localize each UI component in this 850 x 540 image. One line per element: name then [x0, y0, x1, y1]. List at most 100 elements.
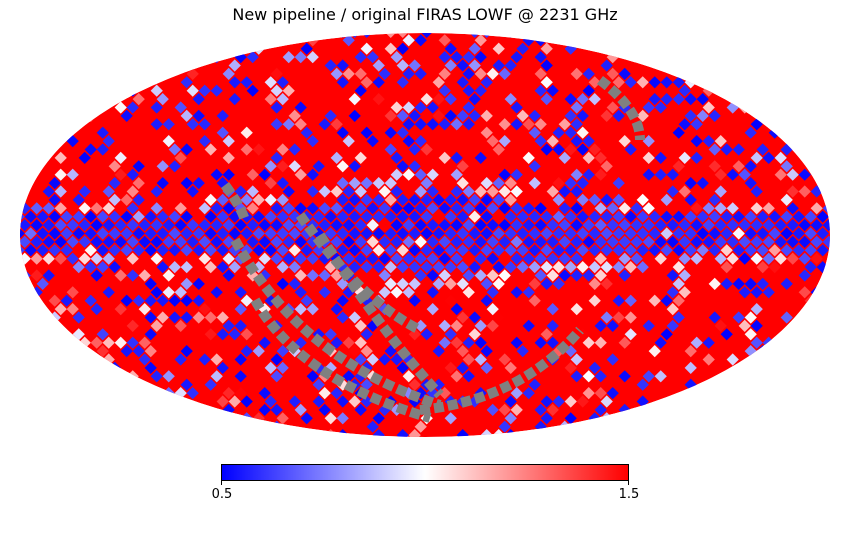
map-pixel — [666, 302, 679, 316]
map-pixel — [222, 151, 235, 165]
map-pixel — [258, 403, 271, 417]
map-pixel — [192, 294, 205, 307]
map-pixel — [330, 269, 343, 282]
map-pixel — [144, 311, 157, 324]
map-pixel — [318, 386, 331, 400]
map-pixel — [150, 84, 163, 97]
map-pixel — [84, 227, 97, 240]
map-pixel — [354, 403, 367, 417]
colorbar-min-tick — [221, 481, 222, 485]
map-pixel — [732, 277, 745, 291]
map-pixel — [552, 260, 565, 274]
map-pixel — [438, 269, 451, 282]
map-pixel — [246, 168, 259, 181]
map-pixel — [456, 277, 469, 291]
map-pixel — [138, 269, 151, 282]
map-pixel — [246, 235, 259, 249]
map-pixel — [390, 353, 403, 366]
map-pixel — [426, 302, 439, 316]
sky-map-pixels — [20, 33, 830, 437]
map-pixel — [414, 185, 427, 198]
map-pixel — [156, 227, 169, 240]
map-pixel — [150, 235, 163, 249]
map-pixel — [576, 260, 589, 274]
map-pixel — [150, 370, 163, 383]
map-pixel — [198, 302, 211, 316]
map-pixel — [294, 302, 307, 316]
map-pixel — [336, 277, 349, 291]
map-pixel — [162, 218, 175, 232]
map-pixel — [270, 370, 283, 383]
map-pixel — [288, 395, 301, 408]
map-pixel — [306, 370, 319, 383]
map-pixel — [312, 395, 325, 408]
map-pixel — [132, 92, 145, 106]
map-pixel — [90, 336, 103, 349]
map-pixel — [216, 244, 229, 257]
map-pixel — [372, 227, 385, 240]
map-pixel — [108, 227, 121, 240]
map-pixel — [564, 361, 577, 375]
map-pixel — [252, 344, 265, 358]
map-pixel — [312, 378, 325, 391]
map-pixel — [324, 412, 337, 425]
map-pixel — [456, 311, 469, 324]
map-pixel — [318, 286, 331, 299]
map-pixel — [402, 286, 415, 299]
map-pixel — [252, 143, 265, 156]
map-pixel — [132, 227, 145, 240]
map-pixel — [150, 185, 163, 198]
map-pixel — [576, 395, 589, 408]
map-pixel — [546, 319, 559, 333]
map-pixel — [444, 260, 457, 274]
map-pixel — [222, 269, 235, 282]
map-pixel — [582, 386, 595, 400]
map-pixel — [444, 227, 457, 240]
map-pixel — [444, 412, 457, 425]
map-pixel — [672, 311, 685, 324]
map-pixel — [408, 378, 421, 391]
map-pixel — [486, 286, 499, 299]
map-pixel — [798, 269, 811, 282]
missing-data-stripe — [230, 237, 442, 410]
map-pixel — [180, 344, 193, 358]
map-pixel — [78, 185, 91, 198]
map-pixel — [264, 361, 277, 375]
map-pixel — [102, 336, 115, 349]
map-pixel — [474, 269, 487, 282]
colorbar-max-label: 1.5 — [618, 487, 640, 502]
map-pixel — [552, 395, 565, 408]
map-pixel — [222, 134, 235, 148]
map-pixel — [204, 193, 217, 207]
map-pixel — [318, 403, 331, 417]
colorbar-max-tick — [628, 481, 629, 485]
map-pixel — [222, 218, 235, 232]
map-pixel — [462, 336, 475, 349]
map-pixel — [162, 269, 175, 282]
map-pixel — [372, 428, 385, 437]
map-pixel — [570, 269, 583, 282]
map-pixel — [336, 395, 349, 408]
map-pixel — [96, 143, 109, 156]
map-pixel — [198, 252, 211, 265]
map-pixel — [210, 235, 223, 249]
map-pixel — [468, 227, 481, 240]
map-pixel — [144, 344, 157, 358]
map-pixel — [444, 294, 457, 307]
map-pixel — [222, 168, 235, 181]
map-pixel — [156, 294, 169, 307]
map-pixel — [390, 185, 403, 198]
map-pixel — [480, 344, 493, 358]
map-pixel — [228, 227, 241, 240]
map-pixel — [294, 252, 307, 265]
map-pixel — [204, 260, 217, 274]
map-pixel — [354, 336, 367, 349]
map-pixel — [666, 319, 679, 333]
map-pixel — [336, 227, 349, 240]
map-pixel — [504, 260, 517, 274]
missing-data-stripe — [220, 182, 250, 222]
map-pixel — [228, 328, 241, 341]
map-pixel — [426, 286, 439, 299]
map-pixel — [198, 235, 211, 249]
map-pixel — [276, 344, 289, 358]
